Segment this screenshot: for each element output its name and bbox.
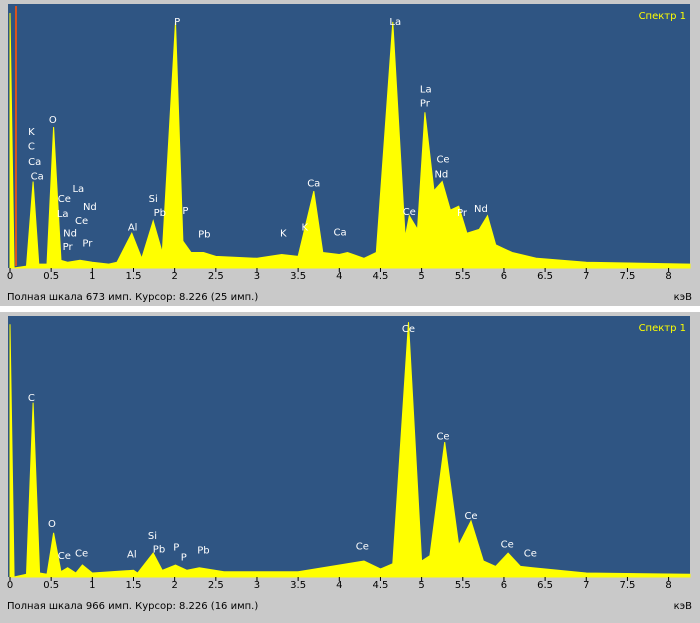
x-tick-label: 0.5	[43, 580, 59, 591]
peak-label: La	[420, 85, 432, 96]
x-tick-label: 2.5	[208, 271, 224, 282]
x-axis-label: кэВ	[674, 292, 693, 303]
peak-label: Nd	[434, 170, 448, 181]
x-tick-label: 2	[171, 580, 177, 591]
peak-label: Ce	[402, 324, 415, 335]
x-tick-label: 4.5	[373, 271, 389, 282]
peak-label: Pb	[197, 545, 209, 556]
x-tick-label: 0	[7, 580, 13, 591]
x-tick-label: 1.5	[126, 271, 142, 282]
peak-label: Si	[149, 194, 158, 205]
peak-label: Al	[127, 549, 137, 560]
x-tick-label: 4	[336, 580, 342, 591]
peak-label: Ce	[524, 548, 537, 559]
status-line: Полная шкала 673 имп. Курсор: 8.226 (25 …	[7, 292, 258, 303]
plot-area	[8, 316, 690, 577]
x-tick-label: 2	[171, 271, 177, 282]
x-tick-label: 3.5	[290, 271, 306, 282]
x-tick-label: 8	[665, 271, 671, 282]
x-tick-label: 7	[583, 271, 589, 282]
peak-label: P	[174, 17, 180, 28]
peak-label: Ce	[436, 154, 449, 165]
peak-label: Pr	[420, 98, 431, 109]
x-tick-label: 6.5	[537, 271, 553, 282]
peak-label: Ce	[501, 540, 514, 551]
peak-label: Pr	[457, 208, 468, 219]
peak-label: La	[389, 17, 401, 28]
x-tick-label: 8	[665, 580, 671, 591]
x-tick-label: 1.5	[126, 580, 142, 591]
peak-label: Ca	[307, 178, 320, 189]
x-tick-label: 0.5	[43, 271, 59, 282]
peak-label: Pr	[63, 242, 74, 253]
peak-label: Ce	[403, 207, 416, 218]
peak-label: Ca	[334, 227, 347, 238]
x-tick-label: 7.5	[619, 271, 635, 282]
peak-label: Ca	[28, 157, 41, 168]
peak-label: Pb	[154, 208, 166, 219]
peak-label: K	[280, 229, 287, 240]
x-tick-label: 4	[336, 271, 342, 282]
x-tick-label: 6	[501, 580, 507, 591]
x-tick-label: 6.5	[537, 580, 553, 591]
x-tick-label: 4.5	[373, 580, 389, 591]
x-tick-label: 5.5	[455, 580, 471, 591]
x-tick-label: 5	[418, 271, 424, 282]
peak-label: O	[49, 115, 57, 126]
peak-label: K	[301, 222, 308, 233]
spectrum-title: Спектр 1	[639, 11, 686, 22]
peak-label: Ce	[75, 548, 88, 559]
peak-label: La	[57, 209, 69, 220]
x-axis-label: кэВ	[674, 601, 693, 612]
peak-label: O	[48, 519, 56, 530]
peak-label: Nd	[63, 229, 77, 240]
plot-area	[8, 4, 690, 268]
spectrum	[9, 322, 691, 578]
peak-label: Ce	[436, 431, 449, 442]
peak-label: K	[28, 127, 35, 138]
spectrum-title: Спектр 1	[639, 323, 686, 334]
peak-label: Ce	[75, 216, 88, 227]
spectrum	[9, 12, 691, 269]
peak-label: Pr	[82, 238, 93, 249]
peak-label: C	[28, 142, 35, 153]
x-tick-label: 5	[418, 580, 424, 591]
peak-label: Pb	[153, 544, 165, 555]
peak-label: Ca	[31, 171, 44, 182]
peak-label: La	[72, 184, 84, 195]
x-tick-label: 7.5	[619, 580, 635, 591]
x-tick-label: 2.5	[208, 580, 224, 591]
x-tick-label: 7	[583, 580, 589, 591]
x-tick-label: 1	[89, 271, 95, 282]
x-tick-label: 3	[254, 580, 260, 591]
peak-label: Ce	[58, 194, 71, 205]
peak-label: C	[28, 393, 35, 404]
peak-label: Ce	[356, 541, 369, 552]
peak-label: Pb	[198, 229, 210, 240]
x-tick-label: 0	[7, 271, 13, 282]
peak-label: P	[182, 206, 188, 217]
x-tick-label: 3	[254, 271, 260, 282]
x-tick-label: 1	[89, 580, 95, 591]
peak-label: Nd	[83, 202, 97, 213]
x-tick-label: 5.5	[455, 271, 471, 282]
peak-label: P	[181, 552, 187, 563]
peak-label: Ce	[464, 511, 477, 522]
x-tick-label: 3.5	[290, 580, 306, 591]
x-tick-label: 6	[501, 271, 507, 282]
peak-label: Ce	[58, 551, 71, 562]
peak-label: P	[173, 542, 179, 553]
peak-label: Al	[128, 222, 138, 233]
peak-label: Si	[148, 531, 157, 542]
status-line: Полная шкала 966 имп. Курсор: 8.226 (16 …	[7, 601, 258, 612]
peak-label: Nd	[474, 204, 488, 215]
